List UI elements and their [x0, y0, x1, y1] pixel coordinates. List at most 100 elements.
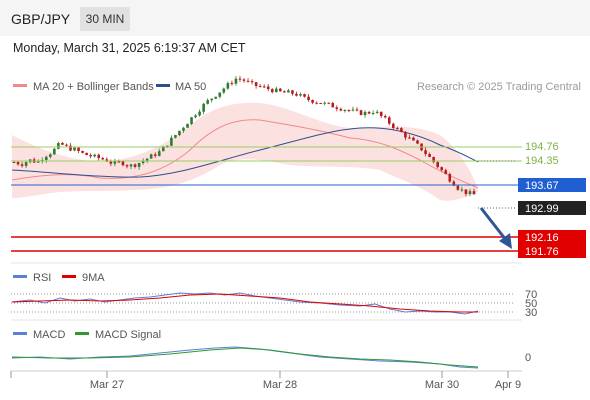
candle-body [129, 164, 133, 167]
candle-body [149, 154, 153, 159]
candle-body [311, 99, 314, 103]
ma50-legend-swatch [156, 84, 170, 87]
candle-body [323, 102, 327, 104]
candle-body [202, 103, 205, 112]
candle-body [157, 151, 161, 156]
candle-body [153, 154, 157, 156]
candle-body [20, 164, 24, 166]
candle-body [299, 94, 302, 96]
candle-body [468, 191, 472, 195]
x-tick-label: Apr 9 [495, 379, 521, 391]
ma50-legend-label: MA 50 [175, 81, 206, 93]
resistance-label-1: 194.76 [525, 141, 559, 153]
x-tick-label: Mar 30 [425, 379, 459, 391]
candle-body [452, 181, 456, 186]
rsi-tick-70: 70 [525, 289, 537, 301]
candle-body [408, 137, 411, 139]
support-label-2: 191.76 [525, 246, 559, 258]
timeframe-button[interactable]: 30 MIN [80, 7, 130, 31]
support-label-box-2 [518, 244, 586, 258]
candle-body [456, 185, 460, 190]
candle-body [145, 158, 149, 161]
candle-body [335, 107, 339, 109]
candle-body [69, 145, 72, 151]
candle-body [65, 144, 68, 146]
candle-body [319, 102, 322, 104]
credit-text: Research © 2025 Trading Central [417, 81, 581, 93]
candle-body [428, 154, 431, 158]
candle-body [170, 137, 173, 146]
rsi-tick-30: 30 [525, 307, 537, 319]
symbol-label: GBP/JPY [11, 11, 71, 27]
candle-body [57, 142, 60, 149]
candle-body [359, 110, 363, 116]
candle-body [448, 173, 452, 182]
candle-body [186, 123, 189, 128]
candle-body [424, 150, 427, 155]
candle-body [141, 160, 145, 164]
candle-body [274, 88, 278, 93]
candle-body [182, 127, 185, 131]
support-label-box-1 [518, 230, 586, 244]
candle-body [53, 148, 56, 155]
candle-body [396, 127, 399, 129]
candle-body [367, 111, 371, 114]
rsi-legend-swatch [13, 275, 27, 278]
candle-body [379, 111, 383, 117]
ma20-line [11, 119, 479, 189]
candle-body [262, 86, 266, 88]
candle-body [89, 155, 92, 157]
candle-body [331, 103, 335, 108]
candle-body [93, 154, 97, 157]
candle-body [85, 152, 88, 156]
candle-body [254, 82, 258, 86]
candle-body [214, 96, 218, 99]
candle-body [12, 162, 16, 163]
candle-body [436, 162, 439, 168]
candle-body [137, 163, 141, 167]
candle-body [218, 92, 222, 97]
macd-legend-swatch [13, 332, 27, 335]
candle-body [460, 189, 464, 191]
candle-body [101, 158, 105, 160]
candle-body [242, 79, 246, 81]
candle-body [178, 130, 181, 136]
candle-body [16, 162, 20, 165]
candle-body [166, 145, 169, 147]
support-label-1: 192.16 [525, 232, 559, 244]
candle-body [125, 165, 129, 167]
candle-body [270, 89, 274, 93]
candle-body [472, 191, 476, 195]
candle-body [190, 117, 193, 124]
candle-body [77, 147, 80, 151]
candle-body [117, 161, 121, 163]
candle-body [339, 108, 343, 111]
macd-legend-label: MACD [33, 329, 65, 341]
rsi-ma-line [11, 293, 478, 313]
candle-body [210, 98, 214, 101]
candle-body [363, 111, 367, 116]
candle-body [315, 102, 318, 104]
rsi-tick-50: 50 [525, 298, 537, 310]
candle-body [194, 115, 197, 118]
x-tick-label: Mar 28 [263, 379, 297, 391]
candle-body [391, 123, 395, 128]
candle-body [444, 170, 448, 174]
pivot-label-box [518, 178, 586, 192]
candle-body [387, 117, 391, 124]
candle-body [404, 132, 407, 138]
candle-body [283, 91, 286, 93]
pivot-label: 193.67 [525, 180, 559, 192]
candle-body [279, 88, 282, 92]
rsi-line [11, 292, 479, 315]
candle-body [355, 109, 359, 111]
candle-body [24, 162, 28, 166]
x-tick-label: Mar 27 [90, 379, 124, 391]
candle-body [343, 110, 347, 112]
candle-body [222, 88, 226, 93]
candle-body [432, 157, 435, 163]
candle-body [375, 111, 379, 113]
ma50-line [11, 127, 479, 178]
candle-body [238, 78, 242, 80]
